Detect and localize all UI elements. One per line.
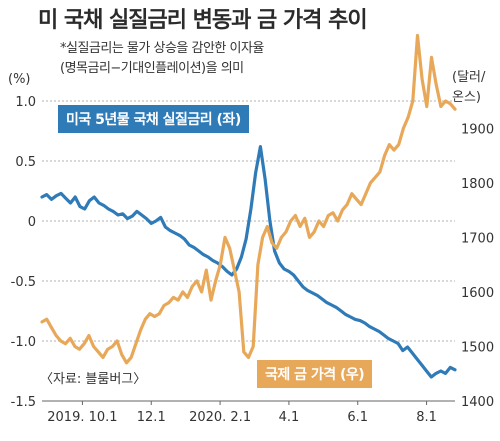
legend-box-real-rate: 미국 5년물 국채 실질금리 (좌) <box>58 105 249 133</box>
note-line-1: *실질금리는 물가 상승을 감안한 이자율 <box>60 41 264 56</box>
x-tick-label: 4.1 <box>279 410 300 425</box>
x-tick-label: 12.1 <box>137 410 166 425</box>
note-line-2: (명목금리−기대인플레이션)을 의미 <box>60 61 244 76</box>
x-tick-label: 6.1 <box>347 410 368 425</box>
y-right-tick-label: 1800 <box>461 177 494 192</box>
y-left-tick-label: -0.5 <box>11 275 36 290</box>
y-left-tick-label: 1.0 <box>15 95 36 110</box>
y-right-tick-label: 1500 <box>461 340 494 355</box>
y-right-tick-label: 1600 <box>461 286 494 301</box>
chart-title: 미 국채 실질금리 변동과 금 가격 추이 <box>38 8 368 33</box>
y-right-tick-label: 1700 <box>461 231 494 246</box>
y-right-tick-label: 1900 <box>461 122 494 137</box>
series-line-real-rate <box>40 145 457 379</box>
left-axis-unit: (%) <box>8 72 31 87</box>
legend-box-gold-price: 국제 금 가격 (우) <box>257 360 373 388</box>
y-left-tick-label: 0.5 <box>15 155 36 170</box>
y-left-tick-label: -1.0 <box>11 335 36 350</box>
x-tick-label: 2020. 2.1 <box>189 410 251 425</box>
source-note: 〈자료: 블룸버그〉 <box>40 372 147 387</box>
series-line-gold-price <box>40 33 457 365</box>
right-axis-unit-line-1: (달러/ <box>452 70 486 85</box>
y-left-tick-label: 0 <box>28 215 36 230</box>
right-axis-unit: (달러/ 온스) <box>452 68 485 108</box>
y-right-tick-label: 1400 <box>461 395 494 410</box>
x-tick-label: 2019. 10.1 <box>47 410 117 425</box>
right-axis-unit-line-2: 온스) <box>452 90 481 105</box>
x-tick-label: 8.1 <box>416 410 437 425</box>
y-left-tick-label: -1.5 <box>11 395 36 410</box>
